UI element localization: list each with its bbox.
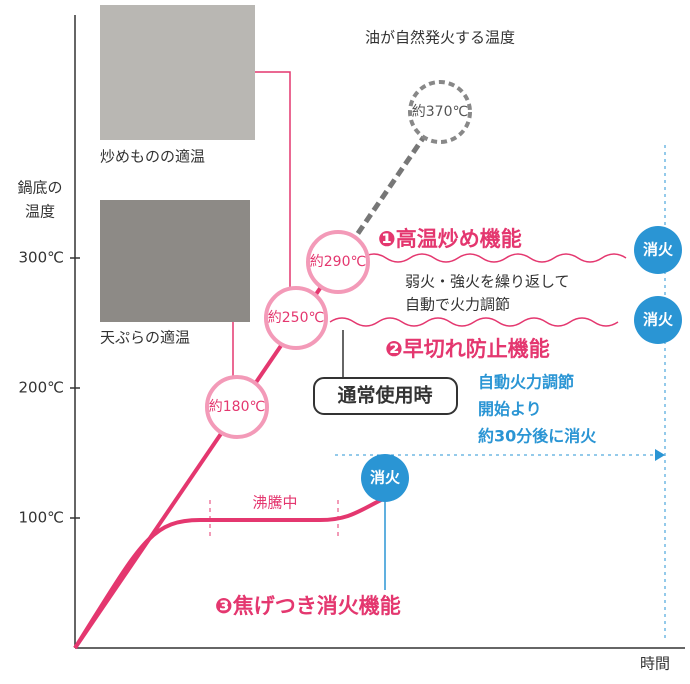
off-circles <box>361 226 682 502</box>
top-note: 油が自然発火する温度 <box>365 29 515 47</box>
axes <box>70 15 685 649</box>
feature-title: ❶高温炒め機能 <box>378 227 522 251</box>
photo-caption: 炒めものの適温 <box>100 148 205 166</box>
off-label: 消火 <box>643 241 674 259</box>
y-label: 温度 <box>25 203 55 221</box>
tick-label: 300℃ <box>19 249 64 267</box>
boiling: 沸騰中 <box>252 494 297 512</box>
circle-label: 約250℃ <box>268 310 324 326</box>
feature-title: ❸焦げつき消火機能 <box>215 594 401 618</box>
auto-note: 自動火力調節 <box>478 373 574 392</box>
normal-label: 通常使用時 <box>337 384 432 407</box>
circles <box>205 230 370 439</box>
tick-label: 200℃ <box>19 379 64 397</box>
circle-label: 約180℃ <box>209 399 265 415</box>
normal-box <box>313 377 458 415</box>
feature-desc: 弱火・強火を繰り返して <box>405 273 570 291</box>
off-label: 消火 <box>370 469 401 487</box>
photo-stir-fry <box>100 5 255 140</box>
y-label: 鍋底の <box>17 179 62 197</box>
auto-note: 約30分後に消火 <box>478 427 597 446</box>
auto-note: 開始より <box>478 400 542 419</box>
off-label: 消火 <box>643 311 674 329</box>
x-label: 時間 <box>640 655 670 673</box>
arrowhead <box>655 449 665 461</box>
connector <box>255 71 291 288</box>
wave <box>361 253 627 263</box>
boil-line <box>73 496 386 650</box>
circle <box>408 80 472 144</box>
circle-label: 約290℃ <box>310 254 366 270</box>
bracket <box>209 500 339 540</box>
dashed-line <box>347 123 435 247</box>
feature-title: ❷早切れ防止機能 <box>385 337 550 361</box>
wave <box>329 317 619 327</box>
tick-label: 100℃ <box>19 509 64 527</box>
circle-label: 約370℃ <box>412 104 468 120</box>
photo-caption: 天ぷらの適温 <box>100 329 190 347</box>
feature-desc: 自動で火力調節 <box>405 296 510 314</box>
photo-tempura <box>100 200 250 322</box>
